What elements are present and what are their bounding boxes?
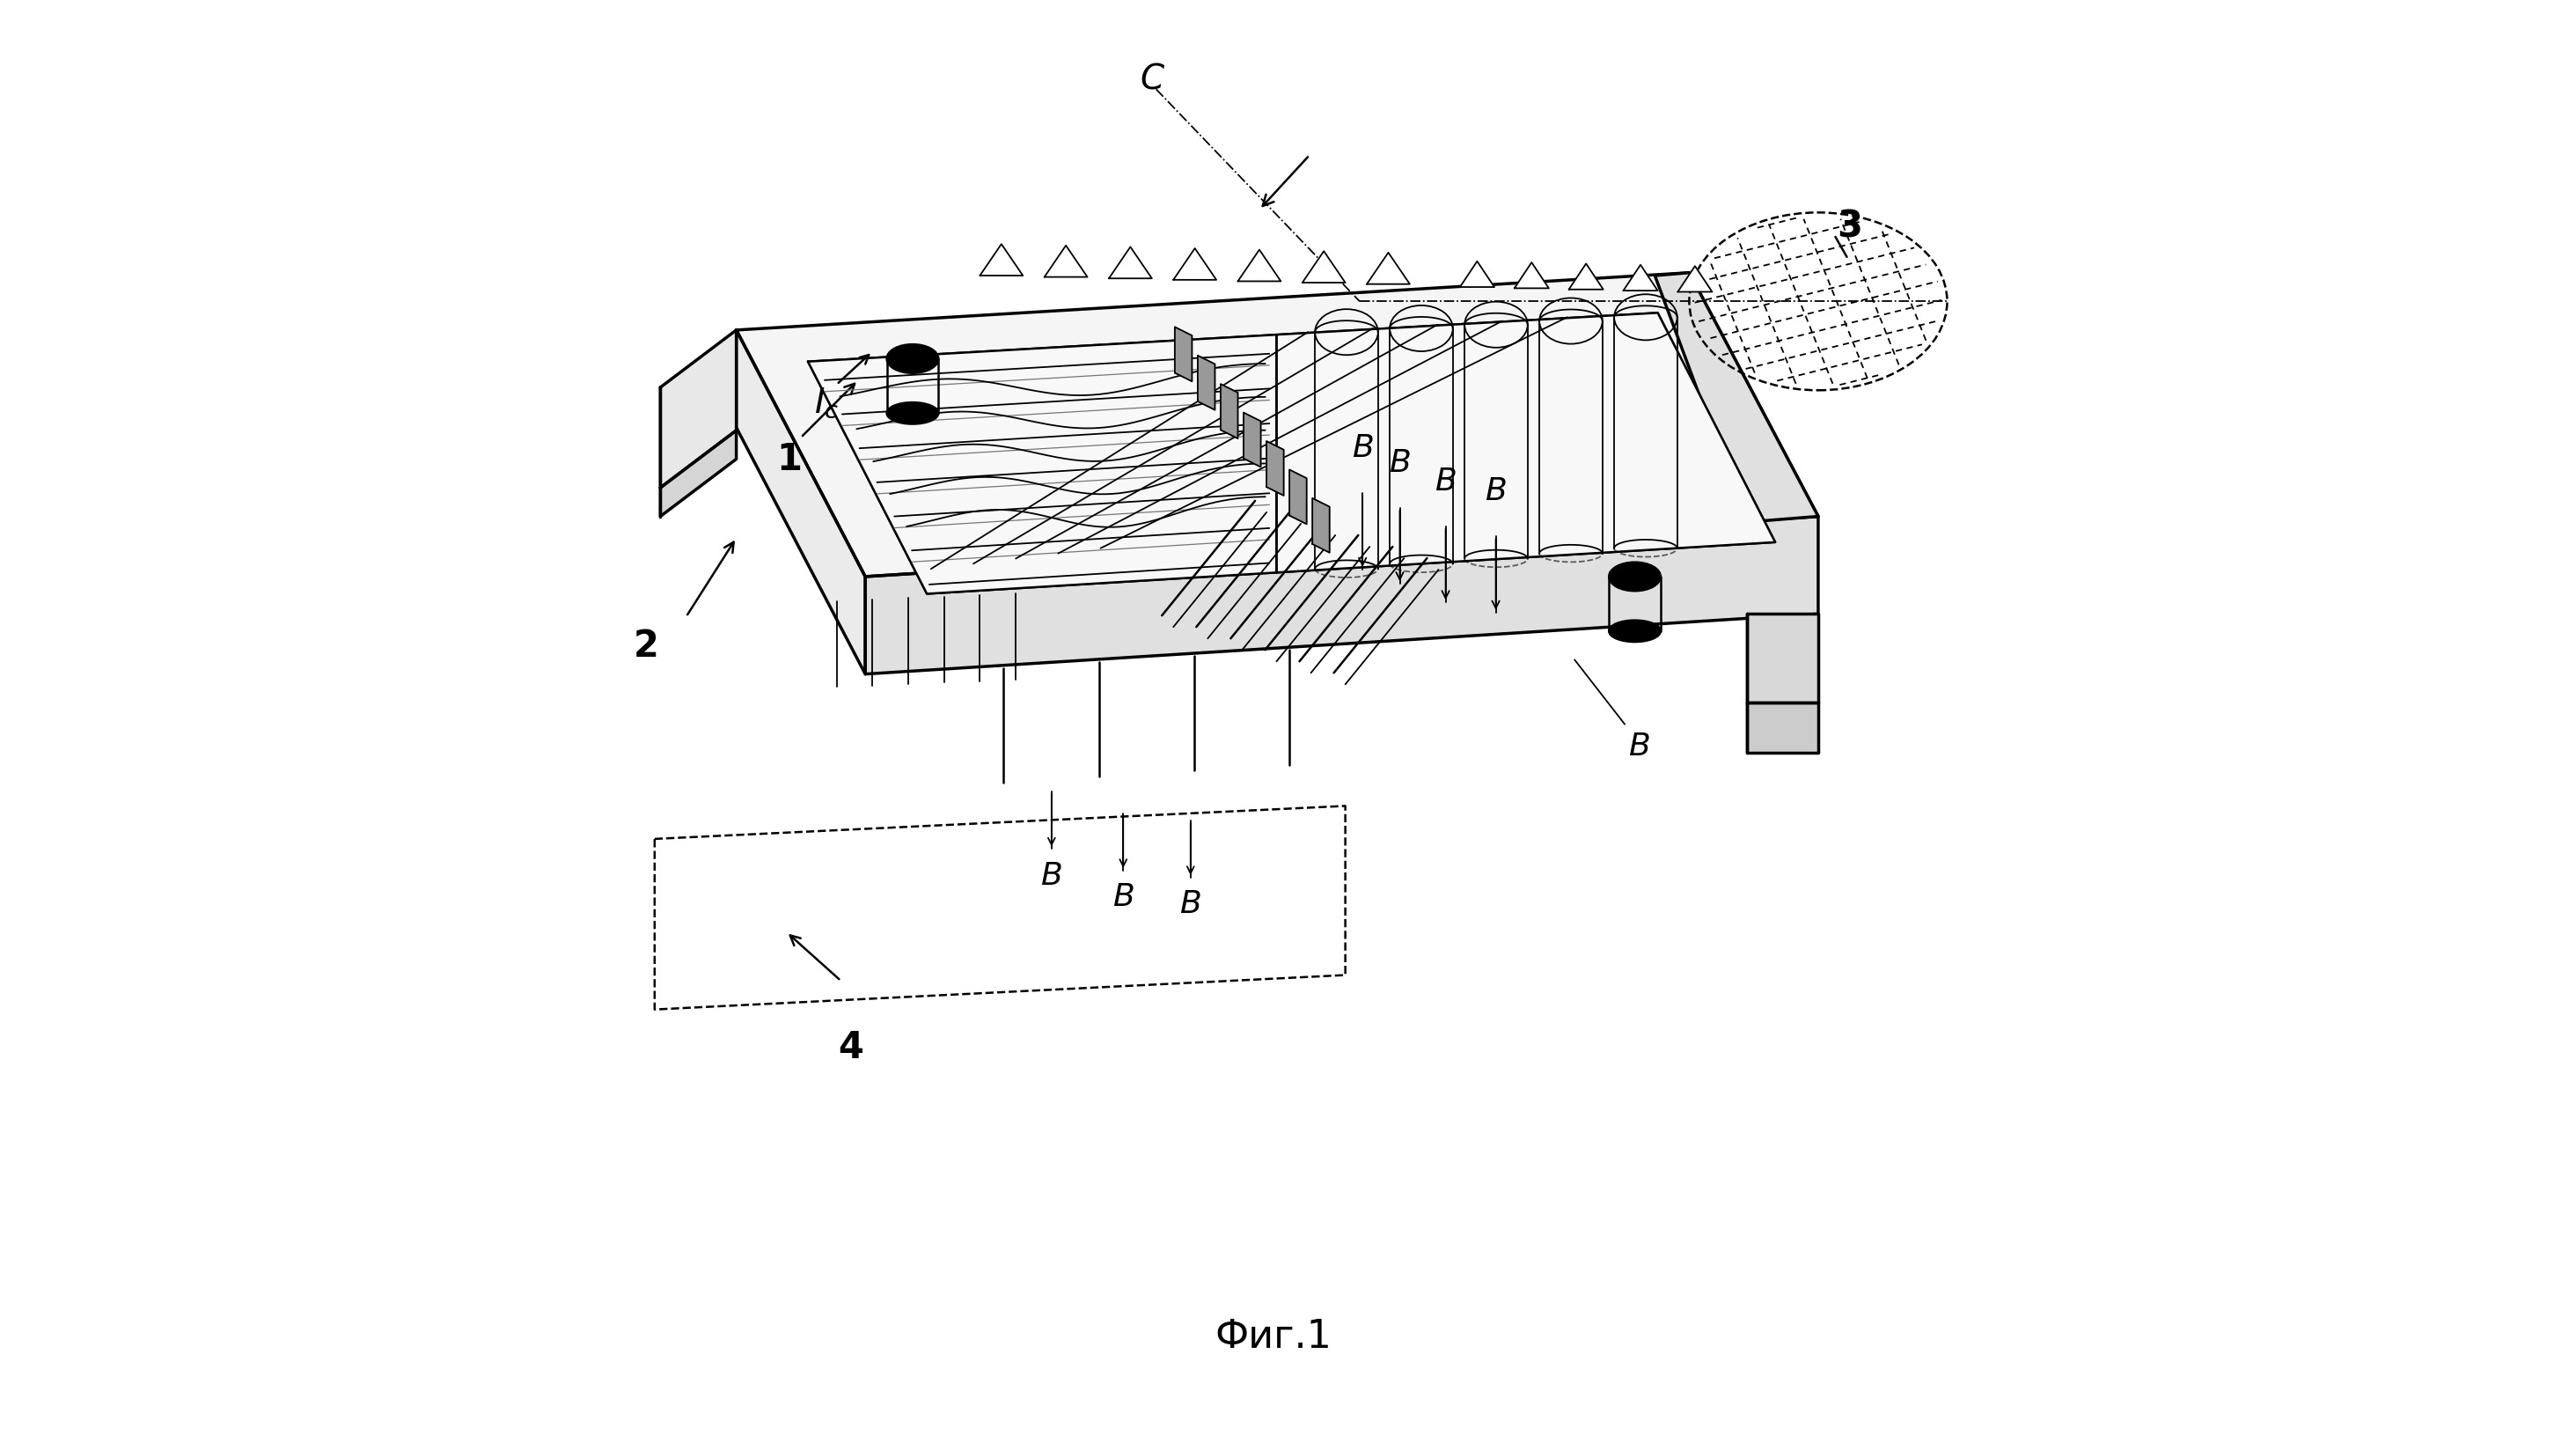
- Polygon shape: [737, 330, 866, 674]
- Polygon shape: [1677, 267, 1713, 293]
- Text: B: B: [1388, 448, 1412, 478]
- Text: $I_c$: $I_c$: [814, 386, 840, 419]
- Polygon shape: [1303, 253, 1345, 283]
- Polygon shape: [979, 245, 1023, 277]
- Polygon shape: [659, 330, 737, 488]
- Polygon shape: [1654, 274, 1819, 522]
- Ellipse shape: [886, 344, 938, 373]
- Text: 2: 2: [634, 627, 659, 664]
- Text: 4: 4: [837, 1029, 863, 1065]
- Text: B: B: [1435, 466, 1455, 497]
- Polygon shape: [1291, 471, 1306, 525]
- Polygon shape: [1368, 253, 1409, 284]
- Text: 3: 3: [1837, 208, 1862, 244]
- Polygon shape: [1515, 263, 1548, 288]
- Polygon shape: [1569, 264, 1602, 290]
- Text: B: B: [1352, 433, 1373, 464]
- Polygon shape: [809, 336, 1278, 594]
- Polygon shape: [1267, 442, 1283, 497]
- Text: 1: 1: [775, 441, 801, 478]
- Polygon shape: [1108, 248, 1151, 280]
- Ellipse shape: [886, 403, 938, 425]
- Polygon shape: [1198, 356, 1216, 410]
- Polygon shape: [1278, 313, 1775, 573]
- Polygon shape: [1311, 499, 1329, 552]
- Polygon shape: [659, 430, 737, 517]
- Text: B: B: [1484, 476, 1507, 507]
- Ellipse shape: [1610, 621, 1662, 643]
- Text: Фиг.1: Фиг.1: [1216, 1317, 1332, 1355]
- Text: C: C: [1141, 63, 1164, 96]
- Polygon shape: [1747, 703, 1819, 753]
- Polygon shape: [1221, 385, 1239, 439]
- Text: B: B: [1041, 860, 1061, 890]
- Polygon shape: [737, 274, 1819, 577]
- Polygon shape: [809, 313, 1775, 594]
- Polygon shape: [1239, 251, 1280, 281]
- Polygon shape: [1747, 614, 1819, 703]
- Polygon shape: [1172, 250, 1216, 280]
- Polygon shape: [1043, 247, 1087, 278]
- Text: B: B: [1113, 881, 1133, 911]
- Text: B: B: [1628, 732, 1651, 761]
- Polygon shape: [1461, 263, 1494, 288]
- Text: B: B: [1180, 888, 1200, 918]
- Polygon shape: [1623, 265, 1659, 291]
- Ellipse shape: [1610, 563, 1662, 591]
- Polygon shape: [1244, 413, 1260, 468]
- Polygon shape: [866, 517, 1819, 674]
- Polygon shape: [1175, 327, 1193, 382]
